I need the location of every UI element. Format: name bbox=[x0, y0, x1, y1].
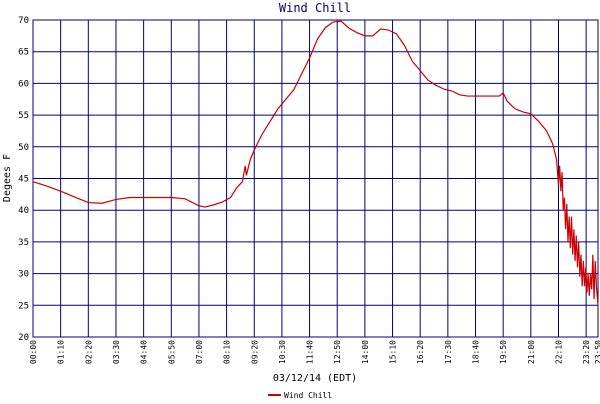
x-tick-label: 04:40 bbox=[140, 340, 149, 364]
x-tick-label: 22:10 bbox=[554, 340, 563, 364]
x-tick-label: 07:00 bbox=[195, 340, 204, 364]
x-tick-label: 11:40 bbox=[306, 340, 315, 364]
y-tick-label: 30 bbox=[18, 270, 29, 280]
y-tick-label: 35 bbox=[18, 238, 29, 248]
chart-title: Wind Chill bbox=[279, 1, 351, 15]
x-tick-label: 02:20 bbox=[84, 340, 93, 364]
y-tick-label: 60 bbox=[18, 79, 29, 89]
x-tick-label: 10:30 bbox=[278, 340, 287, 364]
x-tick-label: 17:30 bbox=[444, 340, 453, 364]
x-tick-label: 19:50 bbox=[499, 340, 508, 364]
x-axis-label: 03/12/14 (EDT) bbox=[273, 373, 357, 384]
y-tick-label: 65 bbox=[18, 48, 29, 58]
x-tick-label: 23:50 bbox=[594, 340, 600, 364]
y-tick-label: 70 bbox=[18, 16, 29, 26]
y-tick-label: 50 bbox=[18, 143, 29, 153]
x-tick-label: 05:50 bbox=[167, 340, 176, 364]
x-tick-label: 03:30 bbox=[112, 340, 121, 364]
y-tick-label: 25 bbox=[18, 301, 29, 311]
x-tick-label: 12:50 bbox=[333, 340, 342, 364]
y-tick-label: 55 bbox=[18, 111, 29, 121]
x-tick-label: 14:00 bbox=[361, 340, 370, 364]
x-tick-label: 01:10 bbox=[57, 340, 66, 364]
y-axis-label: Degees F bbox=[2, 154, 13, 202]
y-tick-label: 45 bbox=[18, 175, 29, 185]
x-tick-label: 18:40 bbox=[472, 340, 481, 364]
x-tick-label: 23:20 bbox=[582, 340, 591, 364]
data-line bbox=[32, 20, 599, 306]
x-tick-label: 16:20 bbox=[416, 340, 425, 364]
x-tick-label: 15:10 bbox=[389, 340, 398, 364]
legend-label: Wind Chill bbox=[284, 391, 332, 400]
y-tick-label: 40 bbox=[18, 206, 29, 216]
x-tick-label: 21:00 bbox=[527, 340, 536, 364]
x-tick-label: 00:00 bbox=[29, 340, 38, 364]
y-tick-label: 20 bbox=[18, 333, 29, 343]
x-tick-label: 09:20 bbox=[250, 340, 259, 364]
x-tick-label: 08:10 bbox=[223, 340, 232, 364]
